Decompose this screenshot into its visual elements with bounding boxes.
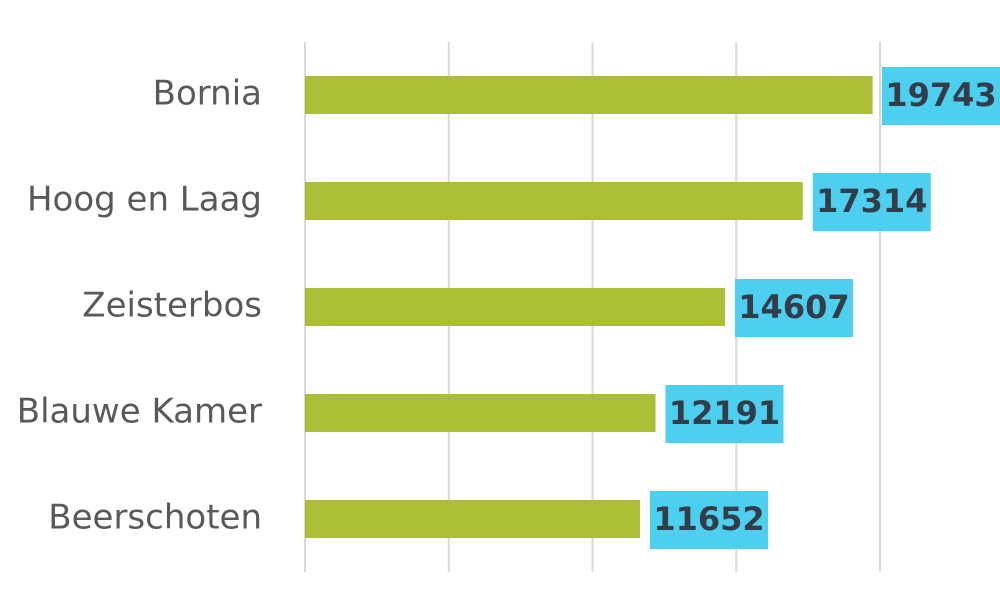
value-label-box bbox=[649, 491, 768, 549]
y-tick-label: Blauwe Kamer bbox=[17, 392, 262, 432]
value-label-box bbox=[882, 67, 1000, 125]
value-label: 14607 bbox=[738, 288, 849, 326]
value-label-box bbox=[734, 279, 853, 337]
bar bbox=[305, 500, 640, 538]
value-label: 19743 bbox=[885, 76, 996, 114]
bar bbox=[305, 394, 656, 432]
value-label: 17314 bbox=[816, 182, 927, 220]
value-label-box bbox=[812, 173, 931, 231]
y-tick-label: Zeisterbos bbox=[82, 286, 262, 326]
value-label: 12191 bbox=[669, 394, 780, 432]
y-tick-label: Bornia bbox=[153, 74, 262, 114]
bar bbox=[305, 288, 725, 326]
y-tick-label: Beerschoten bbox=[48, 498, 262, 538]
y-tick-label: Hoog en Laag bbox=[27, 180, 262, 220]
value-label: 11652 bbox=[653, 500, 764, 538]
bar bbox=[305, 182, 803, 220]
value-label-box bbox=[665, 385, 784, 443]
bar bbox=[305, 76, 873, 114]
